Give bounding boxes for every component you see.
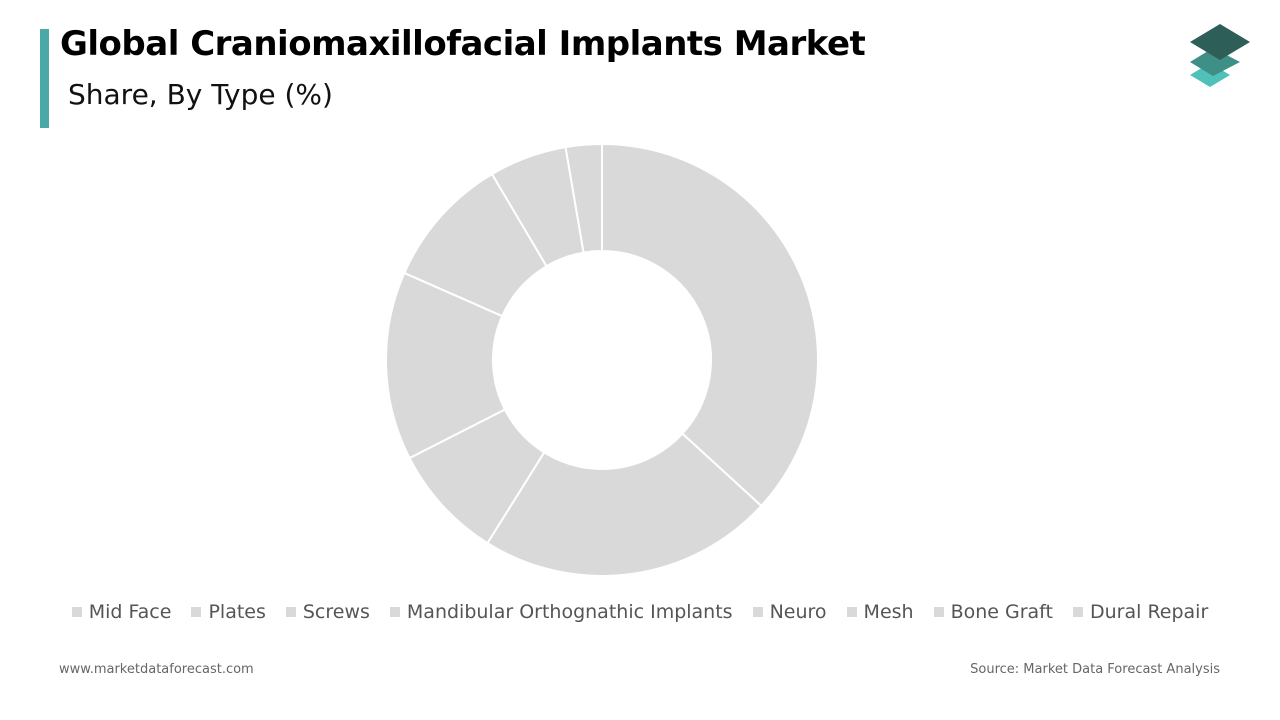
- legend-item: Mandibular Orthognathic Implants: [389, 601, 733, 623]
- logo: [1190, 24, 1250, 87]
- legend-item: Neuro: [752, 601, 827, 623]
- donut-segment: [486, 432, 763, 577]
- legend-swatch: [1073, 607, 1083, 617]
- legend-label: Mid Face: [88, 601, 172, 623]
- legend-swatch: [71, 607, 82, 617]
- legend-label: Mesh: [863, 601, 914, 623]
- legend-swatch: [846, 607, 857, 617]
- legend-swatch: [933, 607, 944, 617]
- chart-subtitle: Share, By Type (%): [68, 78, 333, 111]
- legend-label: Neuro: [769, 601, 827, 623]
- accent-bar: [40, 29, 49, 128]
- legend-swatch: [389, 607, 400, 617]
- legend: Mid Face Plates Screws Mandibular Orthognat…: [0, 601, 1280, 623]
- legend-item: Screws: [285, 601, 370, 623]
- legend-label: Mandibular Orthognathic Implants: [406, 601, 733, 623]
- legend-item: Plates: [191, 601, 266, 623]
- legend-swatch: [285, 607, 296, 617]
- donut-segment: [601, 142, 819, 508]
- source: Source: Market Data Forecast Analysis: [970, 662, 1220, 677]
- legend-item: Mid Face: [71, 601, 172, 623]
- legend-swatch: [752, 607, 763, 617]
- chart-title: Global Craniomaxillofacial Implants Mark…: [60, 24, 866, 64]
- legend-item: Dural Repair: [1073, 601, 1208, 623]
- legend-label: Dural Repair: [1090, 601, 1209, 623]
- legend-item: Mesh: [846, 601, 914, 623]
- legend-item: Bone Graft: [933, 601, 1053, 623]
- chart: [385, 24, 1250, 577]
- legend-label: Plates: [208, 601, 266, 623]
- website: www.marketdataforecast.com: [59, 662, 254, 677]
- legend-label: Screws: [302, 601, 370, 623]
- legend-swatch: [191, 607, 202, 617]
- legend-label: Bone Graft: [950, 601, 1053, 623]
